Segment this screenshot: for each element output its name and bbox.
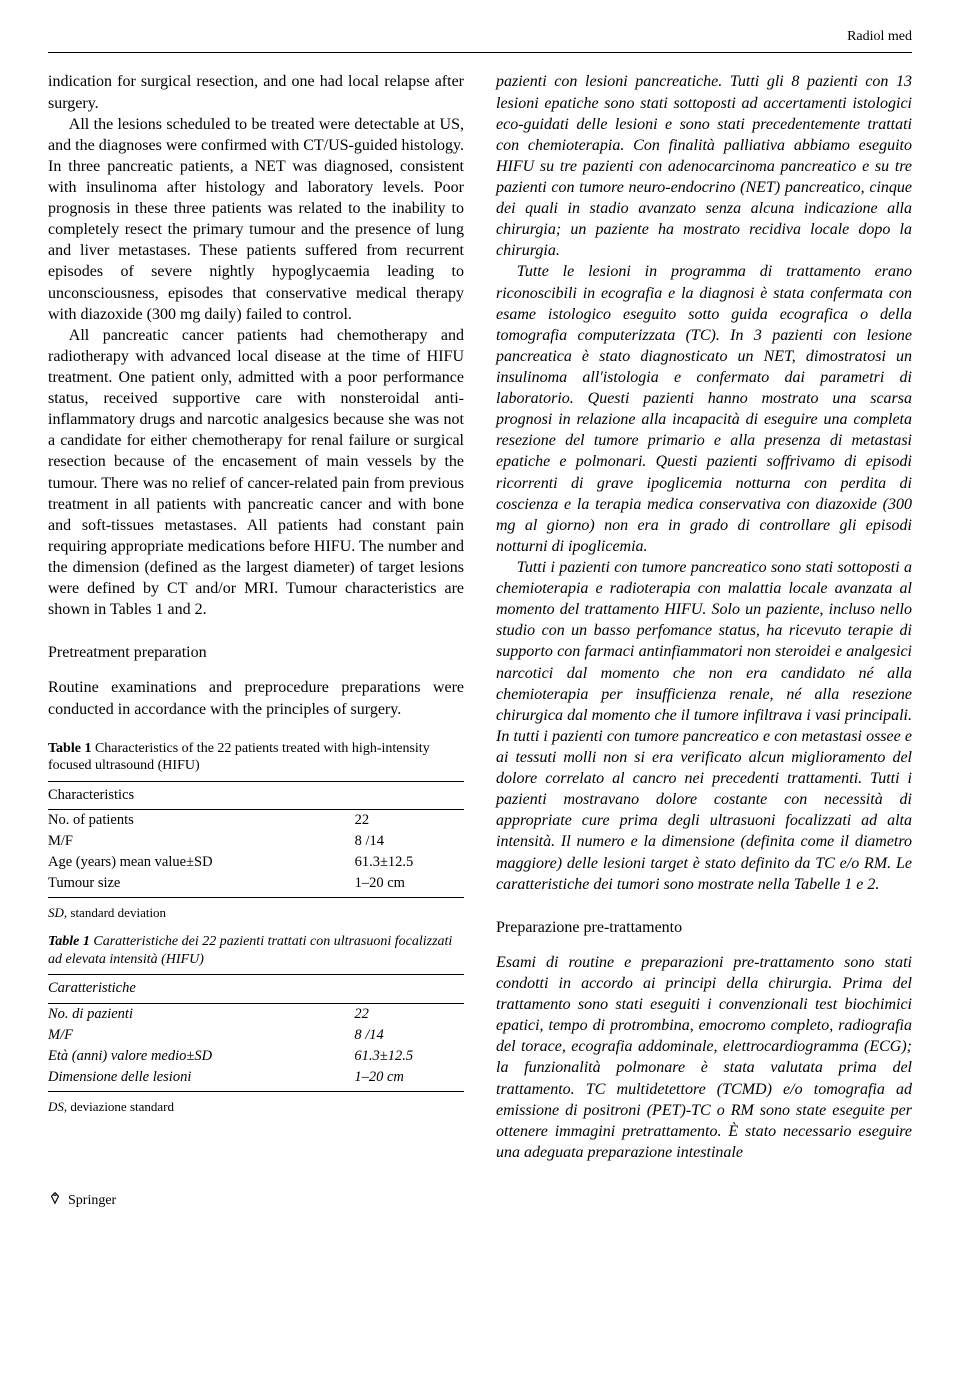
table1-caption-text: Characteristics of the 22 patients treat… — [48, 741, 430, 774]
table-row: M/F 8 /14 — [48, 1025, 464, 1046]
table-row: Tumour size 1–20 cm — [48, 873, 464, 898]
table1it: Caratteristiche No. di pazienti 22 M/F 8… — [48, 974, 464, 1092]
table1it-r1-label: M/F — [48, 1025, 354, 1046]
table1it-r3-label: Dimensione delle lesioni — [48, 1067, 354, 1092]
table1it-caption: Table 1 Caratteristiche dei 22 pazienti … — [48, 933, 464, 968]
table1-footnote-abbr: SD, — [48, 905, 67, 920]
left-para-4: Routine examinations and preprocedure pr… — [48, 677, 464, 719]
table1it-r1-value: 8 /14 — [354, 1025, 464, 1046]
publisher-brand: Springer — [48, 1191, 912, 1212]
table1-r3-label: Tumour size — [48, 873, 355, 898]
table1-header-blank — [355, 781, 464, 809]
table1-r3-value: 1–20 cm — [355, 873, 464, 898]
table1it-r2-value: 61.3±12.5 — [354, 1046, 464, 1067]
table-row: M/F 8 /14 — [48, 831, 464, 852]
section-head-pretreatment: Pretreatment preparation — [48, 642, 464, 663]
springer-icon — [48, 1191, 62, 1212]
right-para-4: Esami di routine e preparazioni pre-trat… — [496, 952, 912, 1163]
table1it-footnote-text: deviazione standard — [67, 1099, 174, 1114]
right-para-2: Tutte le lesioni in programma di trattam… — [496, 261, 912, 557]
left-para-1: indication for surgical resection, and o… — [48, 71, 464, 113]
table1-header: Characteristics — [48, 781, 355, 809]
right-para-1: pazienti con lesioni pancreatiche. Tutti… — [496, 71, 912, 261]
table1-caption-prefix: Table 1 — [48, 741, 91, 756]
left-column: indication for surgical resection, and o… — [48, 71, 464, 1162]
table1-caption: Table 1 Characteristics of the 22 patien… — [48, 740, 464, 775]
table1it-r2-label: Età (anni) valore medio±SD — [48, 1046, 354, 1067]
table1it-footnote: DS, deviazione standard — [48, 1098, 464, 1115]
table1it-caption-text: Caratteristiche dei 22 pazienti trattati… — [48, 934, 452, 967]
right-para-3: Tutti i pazienti con tumore pancreatico … — [496, 557, 912, 895]
right-column: pazienti con lesioni pancreatiche. Tutti… — [496, 71, 912, 1162]
table1-footnote-text: standard deviation — [67, 905, 166, 920]
table1-r1-value: 8 /14 — [355, 831, 464, 852]
table1it-header: Caratteristiche — [48, 975, 354, 1003]
table1-r0-value: 22 — [355, 809, 464, 831]
table-row: Dimensione delle lesioni 1–20 cm — [48, 1067, 464, 1092]
table-row: No. of patients 22 — [48, 809, 464, 831]
table1: Characteristics No. of patients 22 M/F 8… — [48, 781, 464, 899]
journal-name: Radiol med — [847, 28, 912, 46]
left-para-2: All the lesions scheduled to be treated … — [48, 114, 464, 325]
table1it-caption-prefix: Table 1 — [48, 934, 90, 949]
table1it-r0-value: 22 — [354, 1003, 464, 1025]
table-row: No. di pazienti 22 — [48, 1003, 464, 1025]
table1it-r0-label: No. di pazienti — [48, 1003, 354, 1025]
table1it-r3-value: 1–20 cm — [354, 1067, 464, 1092]
table1-r1-label: M/F — [48, 831, 355, 852]
table1-r0-label: No. of patients — [48, 809, 355, 831]
table1-r2-label: Age (years) mean value±SD — [48, 852, 355, 873]
table1it-footnote-abbr: DS, — [48, 1099, 67, 1114]
section-head-preparazione: Preparazione pre-trattamento — [496, 917, 912, 938]
left-para-3: All pancreatic cancer patients had chemo… — [48, 325, 464, 621]
table1-footnote: SD, standard deviation — [48, 904, 464, 921]
table1-r2-value: 61.3±12.5 — [355, 852, 464, 873]
table1it-header-blank — [354, 975, 464, 1003]
table-row: Età (anni) valore medio±SD 61.3±12.5 — [48, 1046, 464, 1067]
top-rule — [48, 52, 912, 53]
publisher-label: Springer — [68, 1192, 116, 1210]
table-row: Age (years) mean value±SD 61.3±12.5 — [48, 852, 464, 873]
